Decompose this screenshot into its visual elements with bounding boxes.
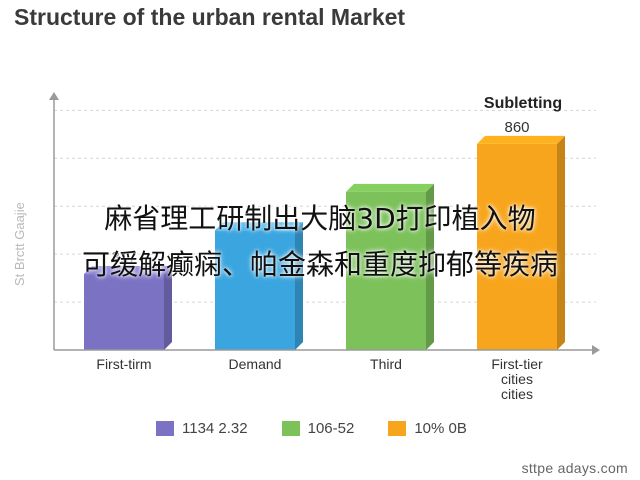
x-tick-label: cities [501, 371, 533, 387]
bars [84, 135, 565, 350]
bar-top [84, 266, 172, 275]
legend-item: 10% 0B [388, 420, 467, 437]
legend-swatch [281, 421, 300, 436]
x-tick-label: Demand [229, 356, 282, 372]
bar-annotation: Subletting [484, 95, 562, 112]
bar [84, 274, 164, 350]
legend: 1134 2.32 106-52 10% 0B [156, 420, 467, 437]
x-axis-arrow [592, 345, 600, 355]
legend-item: 106-52 [281, 420, 355, 437]
bar [346, 191, 426, 350]
x-tick-label: First-tier [491, 356, 543, 372]
bar [477, 143, 557, 350]
x-tick-label: Third [370, 356, 402, 372]
source-footer: sttpe adays.com [521, 460, 628, 476]
legend-label: 10% 0B [414, 420, 467, 437]
caption-line-1: 麻省理工研制出大脑3D打印植入物 [104, 202, 536, 235]
data-label: 860 [504, 119, 529, 136]
caption-line-2: 可缓解癫痫、帕金森和重度抑郁等疾病 [81, 248, 558, 281]
bar-side [557, 135, 565, 350]
bar-top [346, 183, 434, 192]
caption-overlay: 麻省理工研制出大脑3D打印植入物 可缓解癫痫、帕金森和重度抑郁等疾病 [0, 196, 640, 288]
x-tick-label: First-tirm [96, 356, 151, 372]
legend-item: 1134 2.32 [156, 420, 248, 437]
bar-top [215, 222, 303, 231]
legend-label: 1134 2.32 [182, 420, 248, 437]
data-label: 317 [111, 249, 136, 266]
y-axis-arrow [49, 92, 59, 100]
bar-side [164, 266, 172, 350]
bar [215, 230, 295, 350]
chart-title: Structure of the urban rental Market [14, 4, 406, 30]
legend-swatch [388, 421, 407, 436]
x-tick-label: cities [501, 386, 533, 402]
bar-top [477, 135, 565, 144]
bar-side [295, 222, 303, 350]
legend-label: 106-52 [307, 420, 355, 437]
bar-side [426, 183, 434, 350]
legend-swatch [156, 421, 174, 436]
